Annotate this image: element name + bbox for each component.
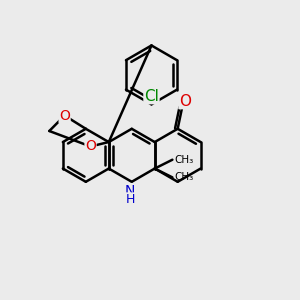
Text: N: N xyxy=(125,184,136,198)
Text: CH₃: CH₃ xyxy=(175,155,194,165)
Text: H: H xyxy=(126,193,135,206)
Text: O: O xyxy=(179,94,191,109)
Text: O: O xyxy=(59,109,70,122)
Text: O: O xyxy=(85,140,96,154)
Text: CH₃: CH₃ xyxy=(175,172,194,182)
Text: Cl: Cl xyxy=(144,88,159,104)
